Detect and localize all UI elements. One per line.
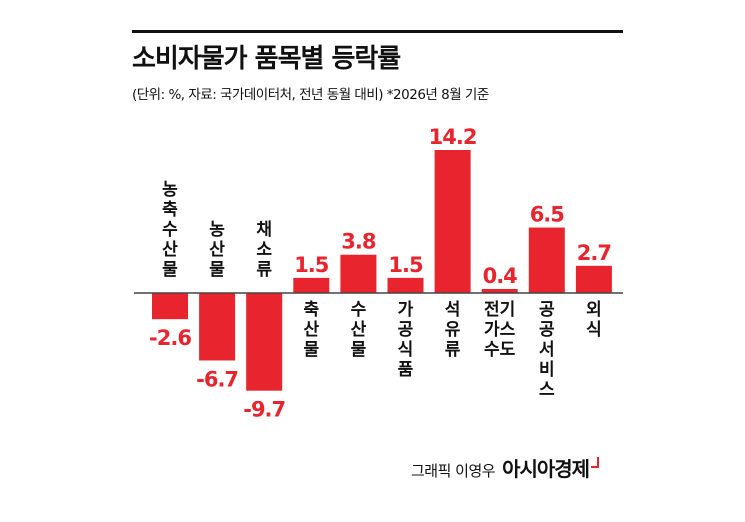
brand-mark-icon bbox=[591, 457, 600, 468]
bar-5 bbox=[340, 254, 377, 293]
bar-3 bbox=[246, 293, 283, 391]
bar-4 bbox=[293, 277, 330, 293]
publisher-brand: 아시아경제 bbox=[502, 453, 600, 482]
chart-title: 소비자물가 품목별 등락률 bbox=[132, 44, 401, 74]
value-label-10: 2.7 bbox=[577, 241, 611, 265]
bar-6 bbox=[387, 277, 424, 293]
bar-2 bbox=[199, 293, 236, 361]
value-label-2: -6.7 bbox=[196, 367, 238, 391]
value-label-6: 1.5 bbox=[388, 253, 423, 277]
bar-1 bbox=[152, 293, 188, 320]
publisher-name: 아시아경제 bbox=[502, 457, 590, 481]
footer: 그래픽 이영우 아시아경제 bbox=[411, 453, 600, 482]
graphic-credit: 그래픽 이영우 bbox=[411, 462, 496, 480]
category-label-8: 전기 가스 수도 bbox=[484, 300, 516, 360]
bar-9 bbox=[528, 227, 565, 293]
top-rule bbox=[132, 30, 623, 33]
value-label-4: 1.5 bbox=[294, 253, 329, 277]
value-label-5: 3.8 bbox=[341, 230, 376, 254]
bar-8 bbox=[481, 288, 518, 293]
value-label-7: 14.2 bbox=[429, 125, 477, 149]
value-label-1: -2.6 bbox=[149, 326, 191, 350]
chart-subtitle: (단위: %, 자료: 국가데이터처, 전년 동월 대비) *2026년 8월 … bbox=[132, 87, 489, 103]
value-label-8: 0.4 bbox=[483, 264, 518, 288]
value-label-9: 6.5 bbox=[530, 203, 565, 227]
bar-10 bbox=[575, 265, 612, 293]
bar-7 bbox=[434, 150, 471, 293]
value-label-3: -9.7 bbox=[243, 398, 285, 422]
